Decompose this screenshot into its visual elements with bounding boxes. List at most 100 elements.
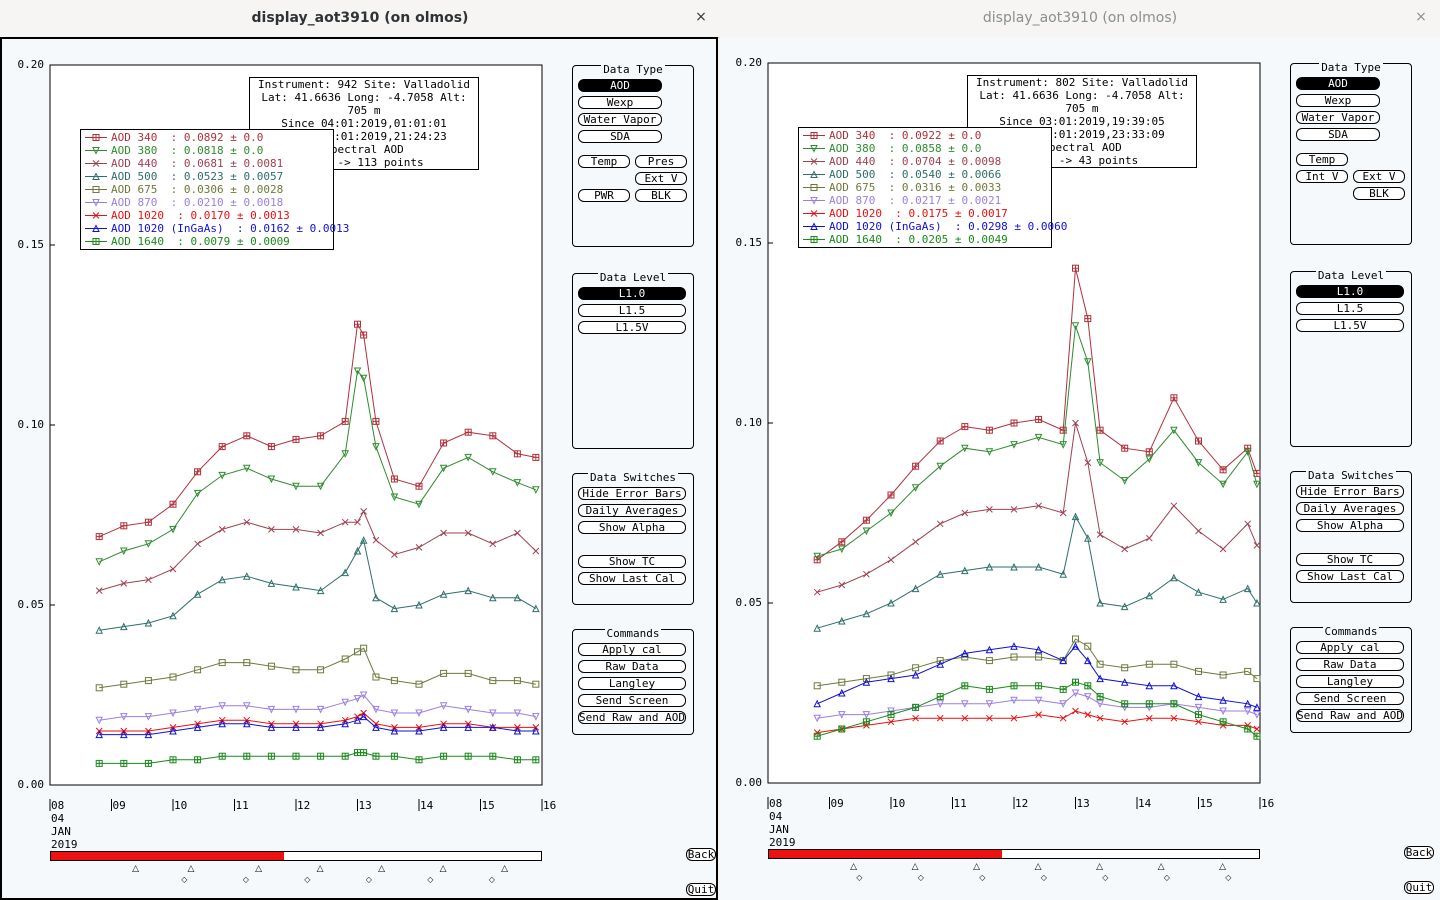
quit-button[interactable]: Quit — [686, 883, 716, 896]
data-type-button-int-v[interactable]: Int V — [1296, 170, 1348, 183]
data-point — [911, 584, 920, 593]
diamond-marker-icon: ◇ — [856, 873, 863, 882]
panel-title: Commands — [1291, 620, 1411, 639]
data-level-button-l1-0[interactable]: L1.0 — [1296, 285, 1404, 298]
switch-show-last-cal-button[interactable]: Show Last Cal — [1296, 570, 1404, 583]
data-point — [415, 726, 423, 735]
data-level-button-l1-5[interactable]: L1.5 — [578, 304, 686, 317]
data-type-button-water-vapor[interactable]: Water Vapor — [1296, 111, 1380, 124]
data-point — [1059, 700, 1068, 708]
data-type-button-ext-v[interactable]: Ext V — [1353, 170, 1405, 183]
title-bar[interactable]: display_aot3910 (on olmos) × — [720, 0, 1440, 38]
series-line — [817, 325, 1258, 557]
series-line — [99, 694, 536, 721]
data-point — [242, 464, 251, 473]
switch-show-alpha-button[interactable]: Show Alpha — [578, 521, 686, 534]
command-apply-cal-button[interactable]: Apply cal — [1296, 641, 1404, 654]
back-button[interactable]: Back — [686, 848, 716, 861]
x-tick-label: 14 — [1138, 797, 1152, 810]
data-point — [1244, 722, 1252, 729]
data-point — [341, 518, 349, 526]
command-send-screen-button[interactable]: Send Screen — [578, 694, 686, 707]
data-point-plus — [145, 760, 152, 767]
data-level-button-l1-5v[interactable]: L1.5V — [578, 321, 686, 334]
command-send-raw-and-aod-button[interactable]: Send Raw and AOD — [578, 711, 686, 724]
data-point — [837, 711, 846, 719]
triangle-marker-icon: △ — [316, 864, 324, 874]
series-aod-440 — [95, 508, 540, 594]
data-point-plus — [1146, 448, 1153, 455]
data-point — [341, 450, 350, 458]
switch-hide-error-bars-button[interactable]: Hide Error Bars — [578, 487, 686, 500]
data-point — [218, 575, 227, 584]
data-point — [837, 688, 846, 697]
data-type-button-blk[interactable]: BLK — [1353, 187, 1405, 200]
data-type-button-sda[interactable]: SDA — [578, 130, 662, 143]
switch-daily-averages-button[interactable]: Daily Averages — [578, 504, 686, 517]
command-raw-data-button[interactable]: Raw Data — [578, 660, 686, 673]
switch-show-last-cal-button[interactable]: Show Last Cal — [578, 572, 686, 585]
legend-label: AOD 675 : 0.0306 ± 0.0028 — [111, 183, 284, 196]
data-type-button-wexp[interactable]: Wexp — [578, 96, 662, 109]
data-point — [372, 443, 380, 451]
data-type-button-aod[interactable]: AOD — [1296, 77, 1380, 90]
command-send-screen-button[interactable]: Send Screen — [1296, 692, 1404, 705]
data-level-button-l1-5v[interactable]: L1.5V — [1296, 319, 1404, 332]
data-point — [194, 666, 202, 674]
data-level-button-l1-0[interactable]: L1.0 — [578, 287, 686, 300]
command-raw-data-button[interactable]: Raw Data — [1296, 658, 1404, 671]
command-apply-cal-button[interactable]: Apply cal — [578, 643, 686, 656]
data-point — [317, 529, 324, 537]
data-type-button-pres[interactable]: Pres — [635, 155, 687, 168]
data-level-button-l1-5[interactable]: L1.5 — [1296, 302, 1404, 315]
legend-symbol — [92, 224, 100, 232]
x-tick-label: 08 04 JAN 2019 — [769, 797, 796, 849]
data-point — [292, 526, 300, 533]
series-aod-1020-ingaas- — [813, 642, 1261, 711]
data-point — [1096, 531, 1104, 538]
switch-hide-error-bars-button[interactable]: Hide Error Bars — [1296, 485, 1404, 498]
switch-show-tc-button[interactable]: Show TC — [1296, 553, 1404, 566]
panel-title: Commands — [573, 622, 693, 641]
legend-symbol — [810, 145, 818, 153]
close-icon[interactable]: × — [695, 9, 707, 25]
window-title: display_aot3910 (on olmos) — [251, 10, 469, 26]
data-type-button-temp[interactable]: Temp — [1296, 153, 1348, 166]
close-icon[interactable]: × — [1415, 9, 1427, 25]
y-tick-label: 0.00 — [17, 778, 45, 791]
data-type-button-ext-v[interactable]: Ext V — [635, 172, 687, 185]
data-point — [360, 508, 368, 515]
data-point-plus — [1253, 470, 1260, 477]
title-bar[interactable]: display_aot3910 (on olmos) × — [0, 0, 720, 38]
command-langley-button[interactable]: Langley — [1296, 675, 1404, 688]
data-type-button-wexp[interactable]: Wexp — [1296, 94, 1380, 107]
data-type-button-blk[interactable]: BLK — [635, 189, 687, 202]
legend-symbol — [92, 160, 100, 167]
data-point — [1083, 358, 1092, 366]
data-point — [439, 590, 448, 598]
quit-button[interactable]: Quit — [1404, 881, 1434, 894]
switch-daily-averages-button[interactable]: Daily Averages — [1296, 502, 1404, 515]
data-point — [341, 655, 349, 663]
data-point — [960, 444, 969, 453]
data-type-button-water-vapor[interactable]: Water Vapor — [578, 113, 662, 126]
legend-entry: AOD 340 : 0.0922 ± 0.0 — [799, 129, 1051, 142]
data-point — [1243, 699, 1252, 708]
command-langley-button[interactable]: Langley — [578, 677, 686, 690]
progress-bar[interactable] — [768, 849, 1260, 859]
diamond-marker-icon: ◇ — [365, 875, 372, 884]
legend-symbol — [92, 172, 100, 180]
progress-bar[interactable] — [50, 851, 542, 861]
data-type-button-sda[interactable]: SDA — [1296, 128, 1380, 141]
data-point — [169, 565, 177, 573]
back-button[interactable]: Back — [1404, 846, 1434, 859]
switch-show-tc-button[interactable]: Show TC — [578, 555, 686, 568]
data-type-button-pwr[interactable]: PWR — [578, 189, 630, 202]
data-type-button-temp[interactable]: Temp — [578, 155, 630, 168]
info-line: L1.0 -> 113 points — [304, 156, 424, 169]
data-point — [887, 671, 895, 679]
data-point-plus — [416, 756, 422, 763]
command-send-raw-and-aod-button[interactable]: Send Raw and AOD — [1296, 709, 1404, 722]
switch-show-alpha-button[interactable]: Show Alpha — [1296, 519, 1404, 532]
data-type-button-aod[interactable]: AOD — [578, 79, 662, 92]
